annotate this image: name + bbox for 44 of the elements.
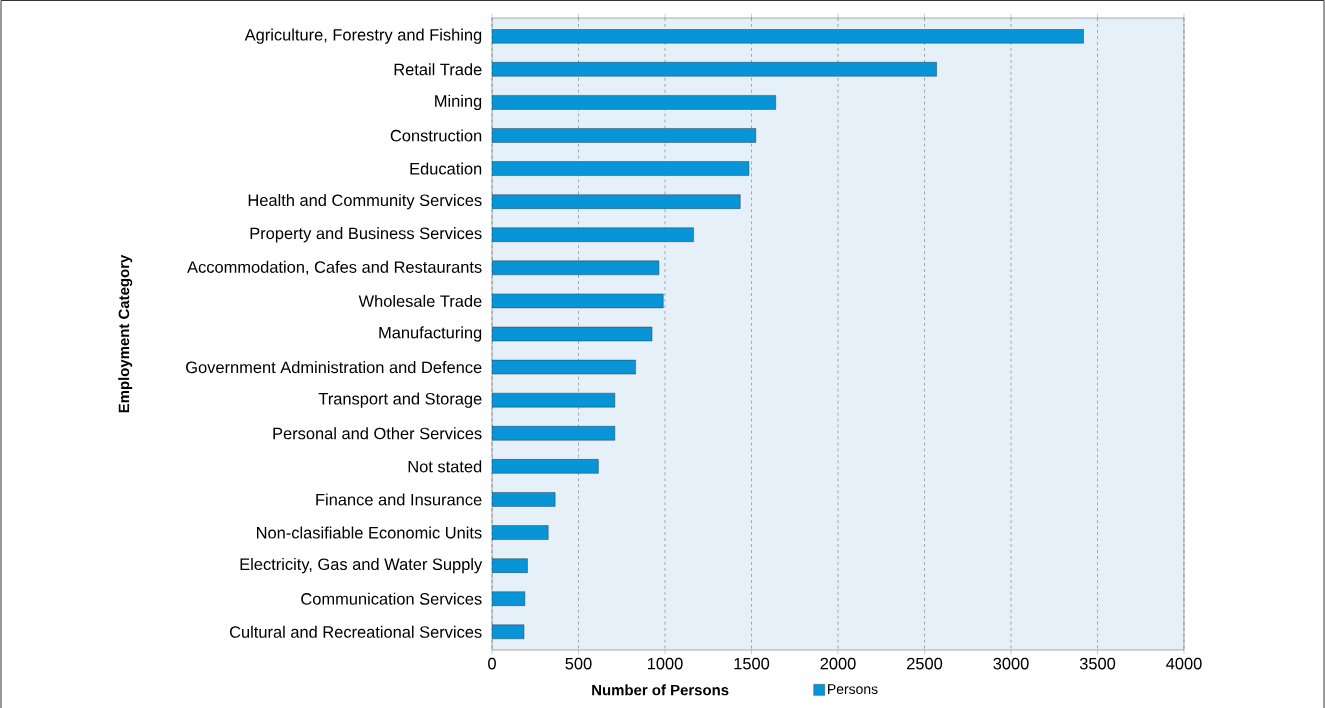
bar	[492, 128, 757, 143]
bar	[492, 426, 616, 441]
x-axis-title: Number of Persons	[592, 684, 729, 696]
bar	[492, 459, 599, 474]
bar	[492, 95, 776, 110]
bar	[492, 62, 937, 77]
x-tick-label: 0	[488, 657, 496, 670]
y-tick-label: Finance and Insurance	[316, 493, 482, 506]
y-tick-label: Agriculture, Forestry and Fishing	[244, 28, 482, 44]
x-tick-label: 4000	[1166, 657, 1202, 670]
y-tick-label: Education	[410, 162, 482, 175]
x-tick-label: 3500	[1079, 657, 1116, 670]
y-tick-label: Transport and Storage	[318, 392, 482, 408]
bar	[492, 260, 660, 276]
bar	[492, 525, 549, 540]
bar	[492, 392, 616, 408]
bar	[492, 492, 556, 507]
y-tick-label: Cultural and Recreational Services	[229, 625, 482, 638]
y-tick-label: Manufacturing	[379, 326, 482, 342]
y-tick-label: Electricity, Gas and Water Supply	[240, 557, 483, 574]
bar	[492, 227, 694, 242]
y-tick-label: Property and Business Services	[250, 227, 482, 243]
y-tick-label: Personal and Other Services	[273, 427, 482, 440]
x-tick-label: 2000	[820, 657, 856, 670]
bar	[492, 29, 1084, 44]
y-tick-label: Retail Trade	[394, 63, 482, 76]
y-tick-label: Non-clasifiable Economic Units	[257, 526, 482, 539]
x-tick-label: 2500	[907, 657, 943, 670]
y-tick-label: Communication Services	[301, 592, 482, 605]
y-tick-label: Accommodation, Cafes and Restaurants	[187, 260, 482, 275]
y-tick-label: Construction	[390, 129, 482, 142]
y-tick-label: Government Administration and Defence	[186, 361, 482, 374]
y-tick-label: Wholesale Trade	[358, 294, 482, 307]
x-tick-label: 3000	[993, 657, 1029, 670]
legend-label: Persons	[828, 684, 878, 695]
x-tick-label: 1000	[647, 657, 683, 670]
y-tick-label: Mining	[435, 94, 482, 111]
y-tick-label: Not stated	[408, 460, 482, 473]
y-axis-title: Employment Category	[118, 254, 133, 413]
bar	[492, 161, 750, 176]
bar	[492, 194, 741, 209]
x-tick-label: 500	[565, 657, 592, 670]
x-tick-label: 1500	[734, 657, 770, 670]
y-tick-label: Health and Community Services	[248, 193, 482, 210]
